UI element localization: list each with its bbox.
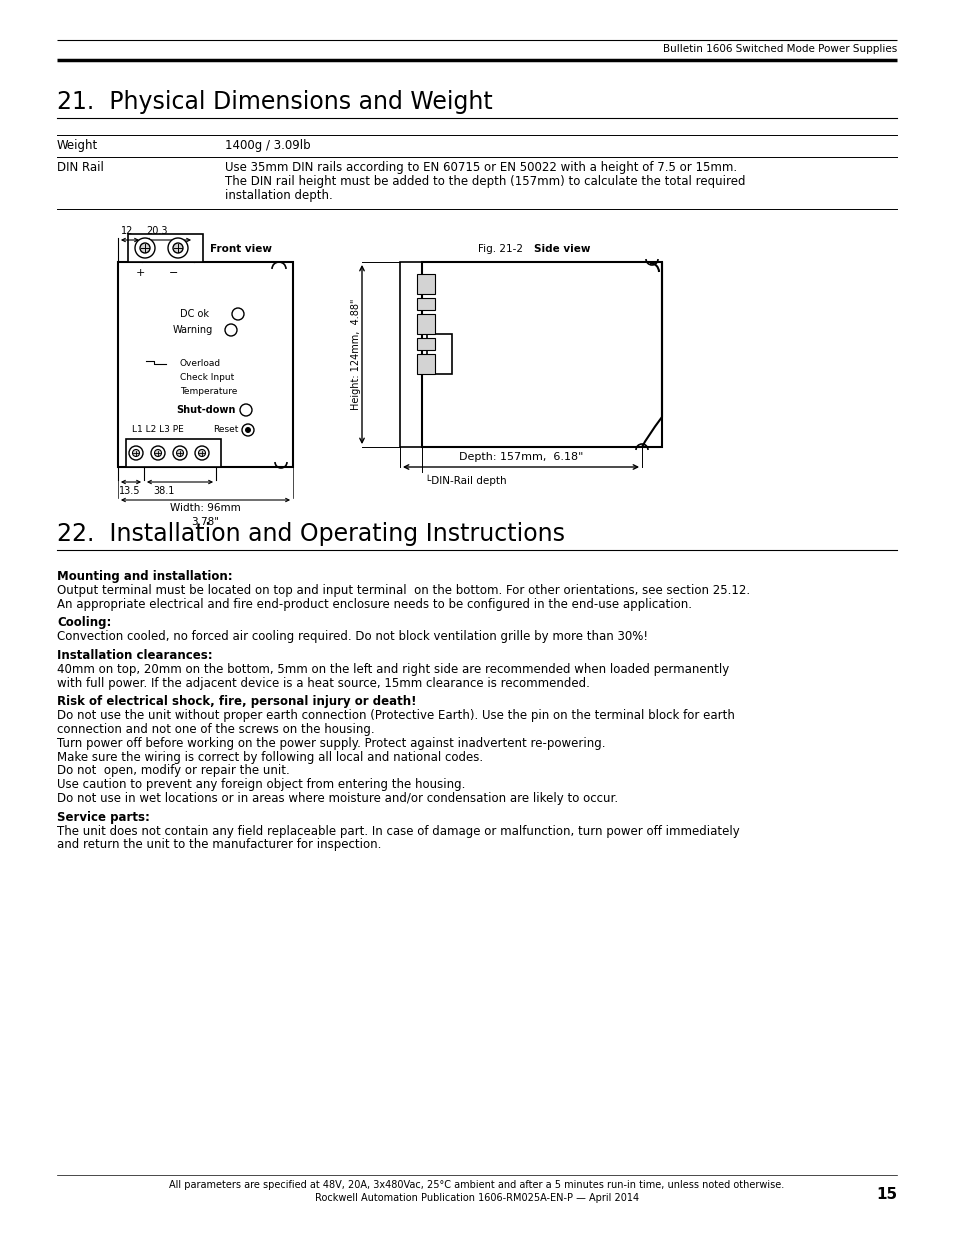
Text: L1 L2 L3 PE: L1 L2 L3 PE — [132, 426, 184, 435]
Text: The unit does not contain any field replaceable part. In case of damage or malfu: The unit does not contain any field repl… — [57, 825, 739, 837]
Text: 22.  Installation and Operating Instructions: 22. Installation and Operating Instructi… — [57, 522, 564, 546]
Text: Depth: 157mm,  6.18": Depth: 157mm, 6.18" — [458, 452, 582, 462]
Text: 12: 12 — [121, 226, 133, 236]
Bar — [118, 262, 293, 467]
Text: −: − — [169, 268, 178, 278]
Text: Width: 96mm: Width: 96mm — [170, 503, 240, 513]
Circle shape — [168, 238, 188, 258]
Text: Service parts:: Service parts: — [57, 811, 150, 824]
Text: The DIN rail height must be added to the depth (157mm) to calculate the total re: The DIN rail height must be added to the… — [225, 175, 744, 188]
Text: Use caution to prevent any foreign object from entering the housing.: Use caution to prevent any foreign objec… — [57, 778, 465, 792]
Text: Risk of electrical shock, fire, personal injury or death!: Risk of electrical shock, fire, personal… — [57, 695, 416, 709]
Circle shape — [232, 308, 244, 320]
Text: DIN Rail: DIN Rail — [57, 161, 104, 174]
Text: Reset: Reset — [213, 426, 238, 435]
Bar — [416, 354, 435, 374]
Bar — [128, 233, 203, 262]
Text: Do not use in wet locations or in areas where moisture and/or condensation are l: Do not use in wet locations or in areas … — [57, 792, 618, 805]
Circle shape — [129, 446, 143, 459]
Text: 3.78": 3.78" — [192, 517, 219, 527]
Bar — [416, 298, 435, 310]
Text: installation depth.: installation depth. — [225, 189, 333, 203]
Text: Weight: Weight — [57, 140, 98, 152]
Circle shape — [140, 243, 150, 253]
Circle shape — [242, 424, 253, 436]
Circle shape — [132, 450, 139, 457]
Bar — [416, 314, 435, 333]
Bar — [416, 274, 435, 294]
Text: Fig. 21-2: Fig. 21-2 — [477, 245, 522, 254]
Text: 38.1: 38.1 — [152, 487, 174, 496]
Text: Shut-down: Shut-down — [175, 405, 235, 415]
Text: Rockwell Automation Publication 1606-RM025A-EN-P — April 2014: Rockwell Automation Publication 1606-RM0… — [314, 1193, 639, 1203]
Text: Fig. 21-1: Fig. 21-1 — [154, 245, 200, 254]
Bar — [126, 438, 221, 467]
Text: +: + — [135, 268, 145, 278]
Text: Installation clearances:: Installation clearances: — [57, 650, 213, 662]
Text: Temperature: Temperature — [180, 388, 237, 396]
Text: connection and not one of the screws on the housing.: connection and not one of the screws on … — [57, 722, 375, 736]
Text: Do not  open, modify or repair the unit.: Do not open, modify or repair the unit. — [57, 764, 290, 777]
Bar — [416, 338, 435, 350]
Bar — [421, 262, 661, 447]
Circle shape — [245, 427, 251, 433]
Circle shape — [135, 238, 154, 258]
Circle shape — [154, 450, 161, 457]
Text: Cooling:: Cooling: — [57, 616, 112, 630]
Text: 40mm on top, 20mm on the bottom, 5mm on the left and right side are recommended : 40mm on top, 20mm on the bottom, 5mm on … — [57, 663, 728, 676]
Text: Check Input: Check Input — [180, 373, 234, 383]
Text: 21.  Physical Dimensions and Weight: 21. Physical Dimensions and Weight — [57, 90, 493, 114]
Text: DC ok: DC ok — [180, 309, 209, 319]
Text: 20.3: 20.3 — [146, 226, 168, 236]
Circle shape — [225, 324, 236, 336]
Text: Do not use the unit without proper earth connection (Protective Earth). Use the : Do not use the unit without proper earth… — [57, 709, 734, 722]
Text: Make sure the wiring is correct by following all local and national codes.: Make sure the wiring is correct by follo… — [57, 751, 482, 763]
Text: Bulletin 1606 Switched Mode Power Supplies: Bulletin 1606 Switched Mode Power Suppli… — [662, 44, 896, 54]
Text: with full power. If the adjacent device is a heat source, 15mm clearance is reco: with full power. If the adjacent device … — [57, 677, 589, 689]
Text: Use 35mm DIN rails according to EN 60715 or EN 50022 with a height of 7.5 or 15m: Use 35mm DIN rails according to EN 60715… — [225, 161, 737, 174]
Circle shape — [198, 450, 205, 457]
Circle shape — [240, 404, 252, 416]
Circle shape — [172, 446, 187, 459]
Circle shape — [172, 243, 183, 253]
Text: Warning: Warning — [172, 325, 213, 335]
Text: Height: 124mm,  4.88": Height: 124mm, 4.88" — [351, 299, 360, 410]
Text: 15: 15 — [875, 1187, 896, 1202]
Text: └DIN-Rail depth: └DIN-Rail depth — [424, 475, 506, 487]
Circle shape — [151, 446, 165, 459]
Text: Output terminal must be located on top and input terminal  on the bottom. For ot: Output terminal must be located on top a… — [57, 584, 749, 597]
Text: Turn power off before working on the power supply. Protect against inadvertent r: Turn power off before working on the pow… — [57, 737, 605, 750]
Text: Mounting and installation:: Mounting and installation: — [57, 571, 233, 583]
Circle shape — [194, 446, 209, 459]
Text: 1400g / 3.09lb: 1400g / 3.09lb — [225, 140, 311, 152]
Text: Convection cooled, no forced air cooling required. Do not block ventilation gril: Convection cooled, no forced air cooling… — [57, 630, 647, 643]
Text: 13.5: 13.5 — [119, 487, 140, 496]
Circle shape — [176, 450, 183, 457]
Text: Side view: Side view — [534, 245, 590, 254]
Bar — [427, 333, 452, 374]
Text: Front view: Front view — [210, 245, 272, 254]
Text: All parameters are specified at 48V, 20A, 3x480Vac, 25°C ambient and after a 5 m: All parameters are specified at 48V, 20A… — [170, 1179, 783, 1191]
Bar — [399, 262, 421, 447]
Text: Overload: Overload — [180, 359, 221, 368]
Text: and return the unit to the manufacturer for inspection.: and return the unit to the manufacturer … — [57, 839, 381, 851]
Text: An appropriate electrical and fire end-product enclosure needs to be configured : An appropriate electrical and fire end-p… — [57, 598, 691, 610]
